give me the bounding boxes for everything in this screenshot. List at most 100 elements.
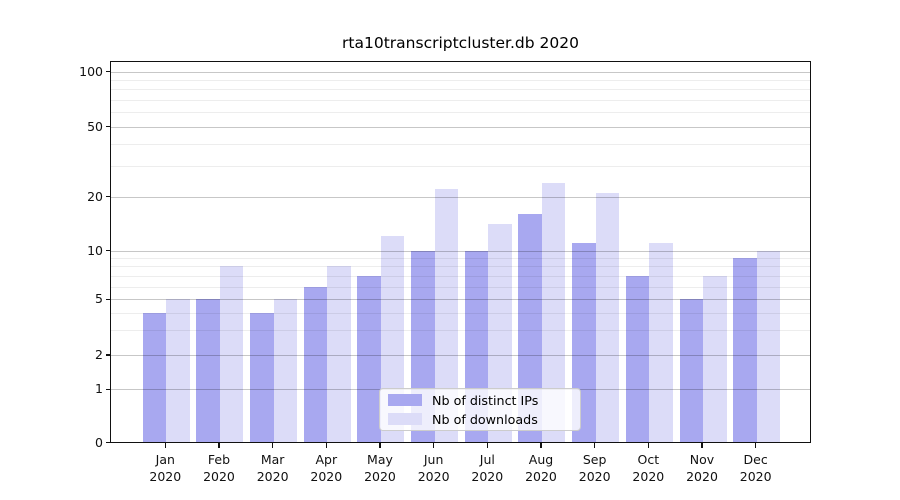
y-gridline-minor-30 bbox=[111, 165, 810, 167]
bar-nb-of-downloads-jun bbox=[434, 189, 459, 442]
x-tick-month: Jun bbox=[423, 452, 444, 467]
x-tick-year: 2020 bbox=[256, 468, 289, 484]
x-tick-year: 2020 bbox=[203, 468, 235, 484]
y-gridline-major-20 bbox=[111, 196, 810, 198]
x-tick-year: 2020 bbox=[686, 468, 718, 484]
y-gridline-minor-6 bbox=[111, 286, 810, 288]
bar-nb-of-downloads-jul bbox=[488, 224, 512, 442]
y-tick-mark-100 bbox=[105, 71, 110, 73]
x-tick-month: Feb bbox=[207, 452, 231, 467]
y-gridline-minor-80 bbox=[111, 89, 810, 91]
x-tick-label-jul: Jul 2020 bbox=[455, 452, 519, 485]
x-tick-label-oct: Oct 2020 bbox=[616, 452, 680, 485]
x-tick-year: 2020 bbox=[525, 468, 557, 484]
bar-nb-of-downloads-dec bbox=[756, 250, 781, 442]
x-tick-mark-feb bbox=[218, 443, 220, 448]
y-tick-label-100: 100 bbox=[79, 63, 103, 79]
y-gridline-minor-4 bbox=[111, 312, 810, 314]
y-tick-label-5: 5 bbox=[95, 291, 103, 307]
x-tick-month: Dec bbox=[743, 452, 768, 467]
bar-nb-of-distinct-ips-jan bbox=[142, 312, 167, 442]
x-tick-label-mar: Mar 2020 bbox=[241, 452, 305, 485]
y-tick-label-50: 50 bbox=[87, 118, 103, 134]
x-tick-year: 2020 bbox=[471, 468, 504, 484]
x-tick-label-jun: Jun 2020 bbox=[402, 452, 466, 485]
x-tick-mark-dec bbox=[755, 443, 757, 448]
x-tick-month: Nov bbox=[689, 452, 715, 467]
x-tick-label-feb: Feb 2020 bbox=[187, 452, 251, 485]
y-tick-mark-0 bbox=[105, 442, 110, 444]
y-tick-mark-5 bbox=[105, 298, 110, 300]
x-tick-mark-jun bbox=[433, 443, 435, 448]
x-tick-month: Aug bbox=[528, 452, 554, 467]
y-gridline-minor-60 bbox=[111, 112, 810, 114]
bar-nb-of-downloads-sep bbox=[595, 192, 620, 442]
x-tick-mark-sep bbox=[594, 443, 596, 448]
y-tick-mark-1 bbox=[105, 388, 110, 390]
legend-swatch-nb-of-downloads bbox=[388, 412, 422, 426]
bar-nb-of-distinct-ips-nov bbox=[679, 299, 703, 442]
legend-label-nb-of-distinct-ips: Nb of distinct IPs bbox=[432, 392, 539, 408]
bar-nb-of-downloads-oct bbox=[649, 243, 673, 442]
y-gridline-minor-90 bbox=[111, 80, 810, 82]
bar-nb-of-downloads-jan bbox=[166, 299, 190, 442]
y-gridline-minor-7 bbox=[111, 275, 810, 277]
x-tick-month: Mar bbox=[260, 452, 285, 467]
y-gridline-minor-3 bbox=[111, 330, 810, 332]
x-tick-year: 2020 bbox=[739, 468, 772, 484]
legend-label-nb-of-downloads: Nb of downloads bbox=[432, 411, 538, 427]
y-tick-mark-10 bbox=[105, 250, 110, 252]
x-tick-month: Apr bbox=[315, 452, 338, 467]
bar-nb-of-distinct-ips-may bbox=[357, 275, 381, 442]
x-tick-mark-apr bbox=[325, 443, 327, 448]
y-gridline-major-50 bbox=[111, 126, 810, 128]
y-gridline-minor-9 bbox=[111, 258, 810, 260]
y-tick-label-1: 1 bbox=[95, 381, 103, 397]
x-tick-year: 2020 bbox=[149, 468, 182, 484]
legend-swatch-nb-of-distinct-ips bbox=[388, 393, 422, 407]
x-tick-mark-nov bbox=[701, 443, 703, 448]
x-tick-label-jan: Jan 2020 bbox=[133, 452, 197, 485]
y-tick-label-20: 20 bbox=[87, 188, 103, 204]
y-gridline-major-10 bbox=[111, 250, 810, 252]
legend: Nb of distinct IPs Nb of downloads bbox=[379, 388, 581, 431]
x-tick-month: Jul bbox=[479, 452, 495, 467]
bar-nb-of-downloads-aug bbox=[541, 182, 566, 442]
bar-nb-of-downloads-apr bbox=[327, 266, 351, 442]
chart-title: rta10transcriptcluster.db 2020 bbox=[342, 34, 579, 52]
x-tick-label-aug: Aug 2020 bbox=[509, 452, 573, 485]
x-tick-month: Jan bbox=[155, 452, 175, 467]
x-tick-mark-oct bbox=[647, 443, 649, 448]
y-tick-label-2: 2 bbox=[95, 347, 103, 362]
y-gridline-major-100 bbox=[111, 71, 810, 73]
x-tick-mark-jul bbox=[486, 443, 488, 448]
plot-area: Nb of distinct IPs Nb of downloads bbox=[110, 61, 811, 443]
x-tick-label-sep: Sep 2020 bbox=[563, 452, 627, 485]
y-tick-label-10: 10 bbox=[87, 242, 103, 258]
bar-nb-of-downloads-feb bbox=[219, 266, 244, 442]
x-tick-mark-may bbox=[379, 443, 381, 448]
y-tick-mark-20 bbox=[105, 196, 110, 198]
bar-nb-of-distinct-ips-aug bbox=[518, 214, 542, 442]
bar-nb-of-distinct-ips-feb bbox=[196, 299, 220, 442]
y-tick-mark-50 bbox=[105, 126, 110, 128]
bar-nb-of-downloads-mar bbox=[273, 299, 298, 442]
x-tick-label-apr: Apr 2020 bbox=[294, 452, 358, 485]
x-tick-label-dec: Dec 2020 bbox=[724, 452, 788, 485]
x-tick-year: 2020 bbox=[578, 468, 611, 484]
x-tick-year: 2020 bbox=[632, 468, 665, 484]
x-tick-month: Oct bbox=[637, 452, 660, 467]
bar-nb-of-distinct-ips-mar bbox=[250, 312, 274, 442]
bar-nb-of-distinct-ips-dec bbox=[733, 258, 757, 442]
bar-nb-of-distinct-ips-apr bbox=[303, 286, 328, 442]
x-tick-year: 2020 bbox=[364, 468, 396, 484]
x-tick-mark-aug bbox=[540, 443, 542, 448]
x-tick-mark-jan bbox=[164, 443, 166, 448]
x-tick-month: Sep bbox=[582, 452, 607, 467]
y-gridline-major-5 bbox=[111, 299, 810, 301]
y-gridline-minor-70 bbox=[111, 100, 810, 101]
x-tick-mark-mar bbox=[272, 443, 274, 448]
bar-nb-of-downloads-nov bbox=[703, 275, 727, 442]
bar-nb-of-distinct-ips-oct bbox=[625, 275, 650, 442]
